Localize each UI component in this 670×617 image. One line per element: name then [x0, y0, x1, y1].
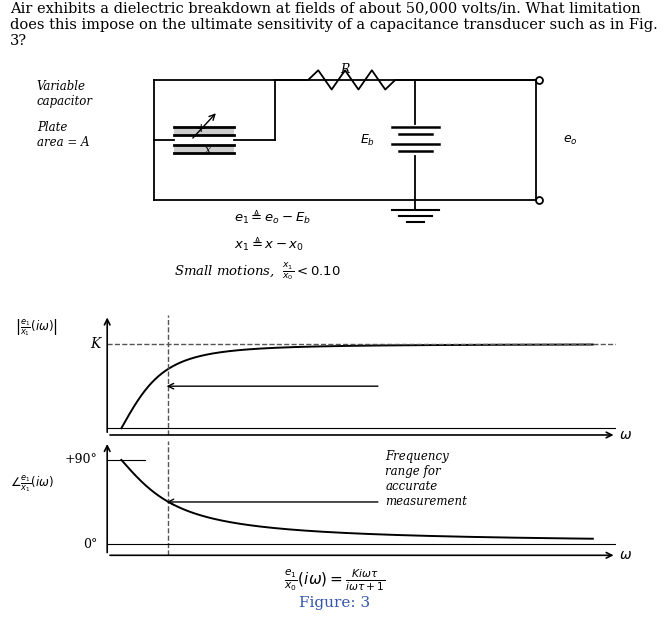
Text: $E_b$: $E_b$: [360, 133, 375, 147]
Text: $\omega$: $\omega$: [619, 549, 632, 562]
Text: Plate
area = A: Plate area = A: [37, 121, 89, 149]
Text: $\left|\frac{e_1}{x_1}(i\omega)\right|$: $\left|\frac{e_1}{x_1}(i\omega)\right|$: [15, 317, 58, 337]
Text: x: x: [204, 144, 211, 155]
Text: $e_1 \triangleq e_o - E_b$: $e_1 \triangleq e_o - E_b$: [234, 208, 312, 226]
Text: Variable
capacitor: Variable capacitor: [37, 80, 93, 108]
Text: R: R: [340, 62, 350, 75]
Text: Air exhibits a dielectric breakdown at fields of about 50,000 volts/in. What lim: Air exhibits a dielectric breakdown at f…: [10, 1, 658, 48]
Text: $x_1 \triangleq x - x_0$: $x_1 \triangleq x - x_0$: [234, 234, 304, 252]
Text: Frequency
range for
accurate
measurement: Frequency range for accurate measurement: [385, 450, 467, 508]
Text: Small motions,  $\frac{x_1}{x_0} < 0.10$: Small motions, $\frac{x_1}{x_0} < 0.10$: [174, 262, 341, 283]
Text: $\frac{e_1}{x_0}(i\omega) = \frac{Ki\omega\tau}{i\omega\tau + 1}$: $\frac{e_1}{x_0}(i\omega) = \frac{Ki\ome…: [284, 567, 386, 593]
Text: $\omega$: $\omega$: [619, 428, 632, 442]
Text: K: K: [90, 337, 100, 351]
Text: Figure: 3: Figure: 3: [299, 595, 371, 610]
Text: 0°: 0°: [83, 537, 98, 550]
Text: +: +: [196, 122, 206, 135]
Text: $e_o$: $e_o$: [563, 133, 578, 147]
Text: $\angle\frac{e_1}{x_1}(i\omega)$: $\angle\frac{e_1}{x_1}(i\omega)$: [9, 473, 54, 494]
Text: +90°: +90°: [65, 453, 98, 466]
